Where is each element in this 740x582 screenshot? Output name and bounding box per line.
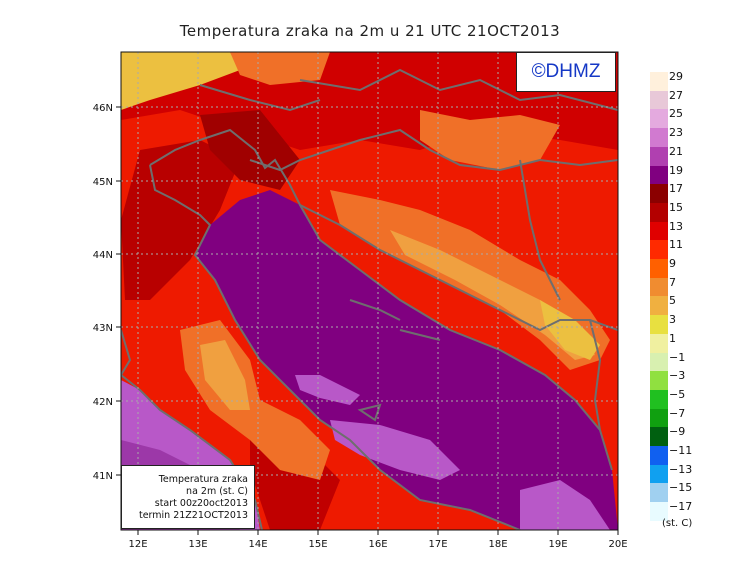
- legend-swatch: [650, 483, 668, 503]
- legend-swatch: [650, 72, 668, 92]
- lon-tick-13e: 13E: [188, 539, 207, 550]
- legend-level-label: 13: [669, 219, 683, 233]
- legend-swatch: [650, 502, 668, 522]
- legend-level-label: −9: [669, 425, 686, 439]
- legend-level-label: 7: [669, 275, 676, 289]
- legend-level-label: −13: [669, 462, 693, 476]
- legend-swatch: [650, 184, 668, 204]
- legend-swatch: [650, 240, 668, 260]
- ionian-sea: [520, 480, 610, 530]
- legend-swatch: [650, 128, 668, 148]
- legend-level-label: 29: [669, 70, 683, 83]
- lat-tick-44n: 44N: [93, 250, 113, 261]
- legend-swatch: [650, 408, 668, 428]
- land-yellow-alps: [121, 52, 240, 110]
- legend-swatch: [650, 296, 668, 316]
- border-albania: [589, 319, 602, 431]
- legend-level-label: 5: [669, 294, 676, 308]
- border-austria: [299, 68, 618, 111]
- lat-tick-42n: 42N: [93, 397, 113, 408]
- legend-swatch: [650, 221, 668, 241]
- lon-tick-18e: 18E: [488, 539, 507, 550]
- italian-west-coastline: [121, 374, 263, 530]
- y-axis: 46N 45N 44N 43N 42N 41N: [93, 103, 121, 482]
- legend-level-label: 23: [669, 126, 683, 140]
- legend-swatch: [650, 352, 668, 372]
- legend-level-label: 27: [669, 88, 683, 102]
- legend-swatch: [650, 146, 668, 166]
- legend-swatch: [650, 446, 668, 466]
- legend-level-label: −3: [669, 369, 686, 383]
- lon-tick-19e: 19E: [548, 539, 567, 550]
- legend-level-label: 9: [669, 257, 676, 270]
- sea-light-patch-2: [330, 420, 460, 480]
- legend-level-label: 21: [669, 144, 683, 158]
- forecast-info-box: Temperatura zraka na 2m (st. C) start 00…: [121, 465, 255, 529]
- legend-level-label: −17: [669, 500, 693, 514]
- lon-tick-20e: 20E: [608, 539, 627, 550]
- lat-tick-45n: 45N: [93, 177, 113, 188]
- legend-level-label: 3: [669, 313, 676, 327]
- dhmz-credit-box: ©DHMZ: [516, 52, 616, 92]
- legend-level-label: 19: [669, 163, 683, 177]
- legend-swatch: [650, 259, 668, 279]
- sea-light-patch-1: [295, 375, 360, 405]
- land-dark-red-italy: [121, 140, 240, 300]
- italian-northwest-coastline: [121, 329, 132, 376]
- map-title: Temperatura zraka na 2m u 21 UTC 21OCT20…: [179, 22, 561, 40]
- island-coast-2: [399, 329, 441, 341]
- info-variable: Temperatura zraka: [158, 474, 248, 485]
- lat-tick-43n: 43N: [93, 323, 113, 334]
- legend-swatch: [650, 90, 668, 110]
- legend-level-label: 11: [669, 238, 683, 252]
- border-dinaric: [299, 204, 618, 332]
- info-valid-time: termin 21Z21OCT2013: [138, 510, 248, 521]
- coastlines: [121, 68, 618, 530]
- land-orange-pannonian: [420, 110, 560, 170]
- legend-swatch: [650, 202, 668, 223]
- legend-level-label: −15: [669, 481, 693, 495]
- legend-swatch: [650, 427, 668, 447]
- italian-east-coastline: [149, 164, 521, 530]
- border-alps: [199, 84, 321, 112]
- legend-swatch: [650, 315, 668, 335]
- lon-tick-14e: 14E: [248, 539, 267, 550]
- lon-tick-12e: 12E: [128, 539, 147, 550]
- legend-swatch: [650, 165, 668, 185]
- info-start: start 00z20oct2013: [154, 498, 248, 509]
- legend-level-label: 1: [669, 331, 676, 345]
- legend-level-label: −5: [669, 387, 686, 401]
- land-orange-alps: [230, 52, 330, 85]
- legend-level-label: −11: [669, 444, 693, 457]
- legend-swatch: [650, 333, 668, 353]
- border-north: [249, 128, 618, 172]
- lat-tick-46n: 46N: [93, 103, 113, 114]
- x-axis: 12E 13E 14E 15E 16E 17E 18E 19E 20E: [128, 530, 628, 550]
- adriatic-sea: [195, 190, 618, 530]
- land-yellow-dinaric: [540, 300, 600, 360]
- legend-level-label: 17: [669, 182, 683, 196]
- info-units: na 2m (st. C): [186, 486, 248, 497]
- plot-frame: [120, 51, 619, 531]
- legend-swatch: [650, 389, 668, 410]
- legend-level-label: 15: [669, 200, 683, 214]
- border-bosnia-east: [519, 159, 561, 301]
- land-light-orange-apennines: [200, 340, 250, 410]
- legend-level-label: 25: [669, 107, 683, 121]
- lon-tick-17e: 17E: [428, 539, 447, 550]
- croatian-coastline: [149, 128, 613, 471]
- island-coast-1: [349, 299, 401, 321]
- legend-swatch: [650, 277, 668, 297]
- land-dark-red-istria: [200, 110, 300, 190]
- lat-tick-41n: 41N: [93, 471, 113, 482]
- legend-level-label: −7: [669, 406, 686, 420]
- legend-swatch: [650, 464, 668, 484]
- legend-swatch: [650, 109, 668, 129]
- legend-units: (st. C): [662, 518, 693, 529]
- legend-swatch: [650, 371, 668, 391]
- lon-tick-16e: 16E: [368, 539, 387, 550]
- legend-level-label: −1: [669, 350, 686, 364]
- lon-tick-15e: 15E: [308, 539, 327, 550]
